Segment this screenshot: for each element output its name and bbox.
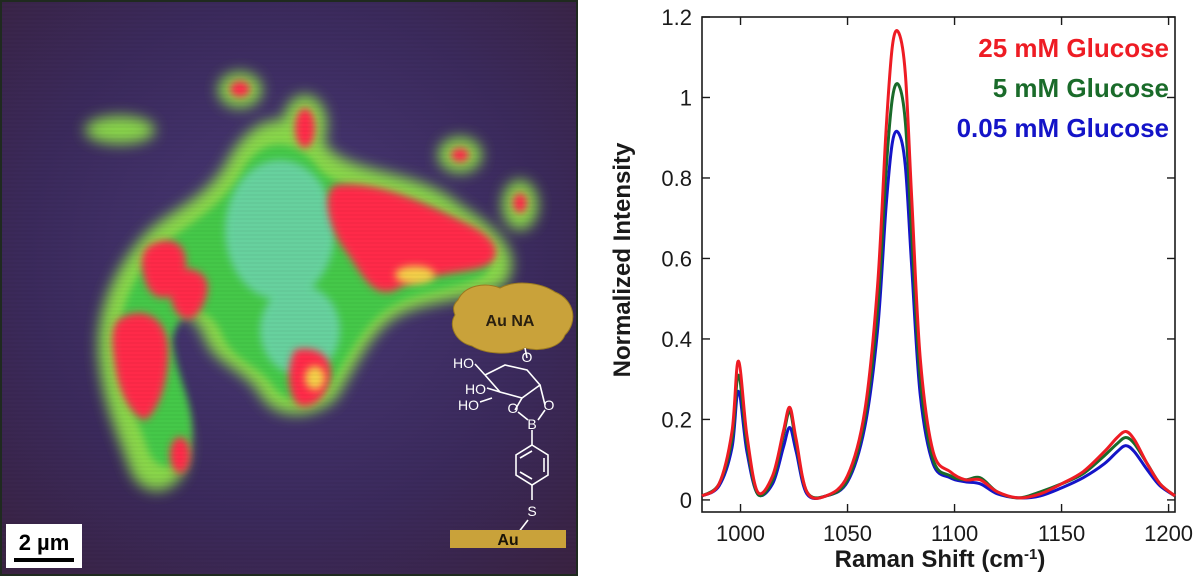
atom-label-sulfur: S — [527, 503, 536, 519]
y-tick-label: 0.6 — [661, 246, 692, 271]
atom-label-ho-mid: HO — [465, 381, 486, 397]
x-axis-label-superscript: -1 — [1024, 546, 1037, 563]
x-axis-label-main: Raman Shift (cm — [835, 546, 1024, 573]
x-tick-label: 1100 — [931, 521, 978, 546]
legend-entry-2: 0.05 mM Glucose — [957, 113, 1169, 143]
au-na-label: Au NA — [486, 313, 535, 330]
atom-label-ho-low: HO — [458, 397, 479, 413]
spectra-chart-svg: 1000 1050 1100 1150 1200 0 0.2 0.4 0.6 0.8 1 1.2 25… — [609, 5, 1193, 574]
scale-bar-line — [14, 558, 74, 562]
x-tick-label: 1000 — [716, 521, 765, 546]
y-axis-label: Normalized Intensity — [609, 142, 636, 377]
au-substrate-label: Au — [497, 532, 518, 549]
hotspot-cyan — [225, 160, 340, 375]
y-tick-label: 1 — [680, 85, 692, 110]
raman-spectra-chart: 1000 1050 1100 1150 1200 0 0.2 0.4 0.6 0.8 1 1.2 25… — [600, 0, 1200, 576]
x-axis-label-suffix: ) — [1037, 546, 1045, 573]
chart-legend: 25 mM Glucose 5 mM Glucose 0.05 mM Glucose — [957, 33, 1169, 143]
y-tick-label: 0 — [680, 488, 692, 513]
atom-label-ho-top: HO — [453, 355, 474, 371]
x-tick-label: 1200 — [1144, 521, 1193, 546]
scale-bar: 2 µm — [6, 524, 82, 568]
chart-axes: 1000 1050 1100 1150 1200 0 0.2 0.4 0.6 0.8 1 1.2 — [661, 5, 1193, 546]
x-tick-label: 1050 — [823, 521, 872, 546]
au-substrate: Au — [450, 530, 566, 549]
atom-label-ester-oxygen-left: O — [508, 400, 519, 416]
atom-label-ring-oxygen: O — [522, 349, 533, 365]
plot-frame — [701, 16, 1176, 513]
chart-series — [701, 29, 1176, 500]
x-tick-label: 1150 — [1038, 521, 1085, 546]
au-nanoaggregate: Au NA — [451, 282, 574, 354]
y-tick-label: 0.2 — [661, 407, 692, 432]
raman-map-panel: Au NA H — [0, 0, 578, 576]
molecule-atom-labels: HO HO HO O O O B S — [453, 349, 555, 519]
y-tick-label: 0.4 — [661, 327, 692, 352]
x-axis-label: Raman Shift (cm-1) — [835, 546, 1046, 574]
hotspot-peak — [305, 266, 435, 390]
scale-bar-label: 2 µm — [19, 530, 70, 555]
atom-label-ester-oxygen-right: O — [544, 397, 555, 413]
hotspot-hot — [112, 81, 527, 473]
y-tick-label: 1.2 — [661, 5, 692, 30]
legend-entry-1: 5 mM Glucose — [993, 73, 1169, 103]
glucose-boronate-molecule — [474, 347, 549, 534]
series-line-0 — [701, 29, 1176, 500]
raman-map-svg: Au NA H — [0, 0, 578, 576]
series-line-1 — [701, 82, 1176, 500]
y-tick-label: 0.8 — [661, 166, 692, 191]
series-line-2 — [701, 129, 1176, 500]
atom-label-boron: B — [527, 416, 536, 432]
map-frame — [0, 0, 578, 576]
legend-entry-0: 25 mM Glucose — [978, 33, 1169, 63]
